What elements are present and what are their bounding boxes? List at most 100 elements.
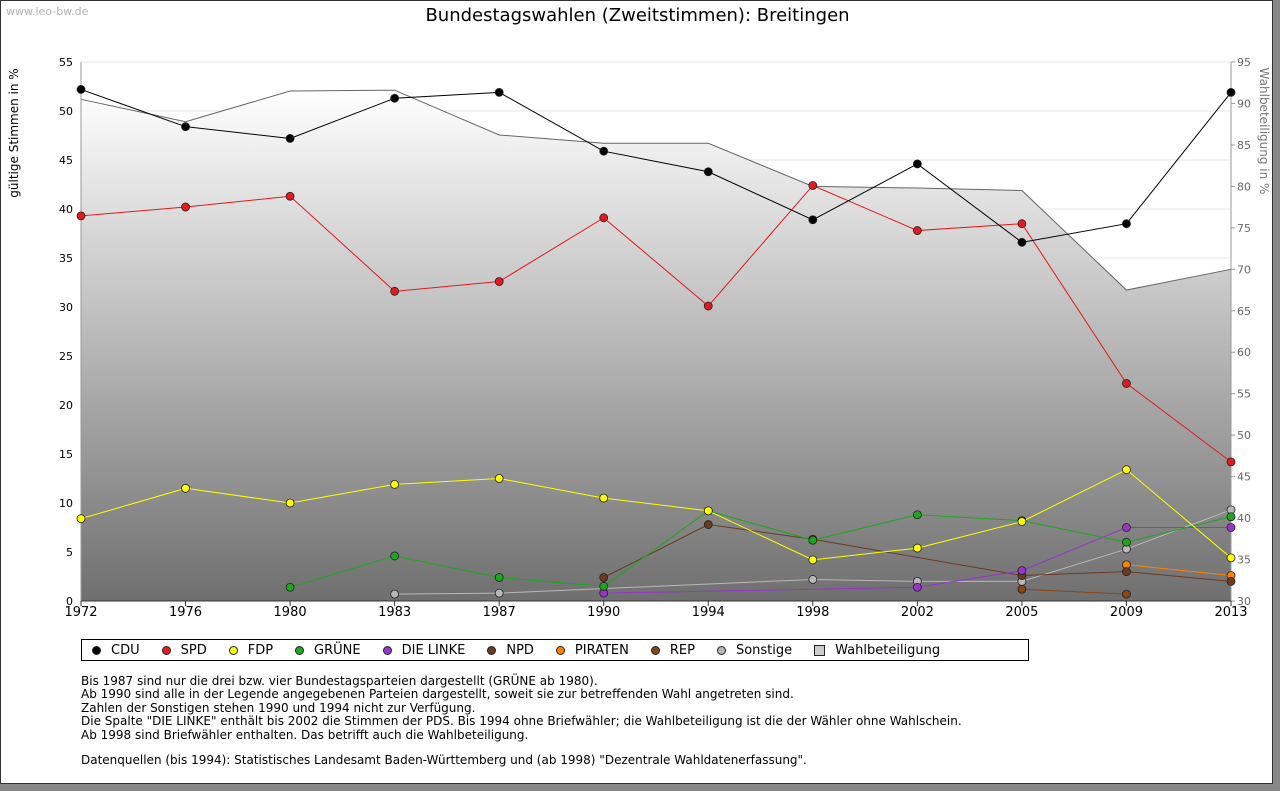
data-point — [703, 506, 713, 516]
x-tick-label: 2013 — [1214, 605, 1247, 620]
y-tick-label: 20 — [59, 399, 73, 412]
data-point — [808, 181, 818, 190]
series-fdp — [76, 465, 1236, 565]
legend-label: SPD — [180, 642, 207, 658]
x-tick-label: 1980 — [274, 605, 307, 620]
data-point — [1122, 523, 1131, 532]
y2-tick-label: 75 — [1237, 222, 1251, 235]
x-tick-label: 1976 — [169, 605, 202, 620]
series-rep — [1017, 584, 1131, 599]
legend-item-sonstige: Sonstige — [716, 642, 793, 658]
legend-label: CDU — [111, 642, 140, 658]
data-point — [1122, 379, 1131, 388]
turnout-area-layer — [80, 89, 1232, 601]
data-point — [1017, 584, 1027, 594]
data-point — [912, 510, 922, 520]
legend-label: REP — [669, 642, 695, 658]
legend-item-npd: NPD — [487, 643, 534, 658]
legend-item-wahlbeteiligung: Wahlbeteiligung — [814, 643, 940, 658]
data-point — [181, 122, 190, 132]
note-line: Ab 1998 sind Briefwähler enthalten. Das … — [81, 727, 529, 742]
x-tick-label: 1972 — [64, 605, 97, 620]
series-spd — [76, 181, 1236, 467]
turnout-area — [81, 90, 1231, 601]
chart-plot: 0 5 10 15 20 25 30 35 40 45 50 55 30 35 40 45 50 55 60 65 70… — [7, 56, 1271, 620]
data-point — [703, 167, 713, 177]
x-tick-label: 1990 — [587, 605, 620, 620]
y-tick-label: 45 — [59, 154, 73, 167]
data-point — [76, 514, 86, 524]
legend-label: GRÜNE — [314, 642, 361, 658]
series-line — [1126, 564, 1232, 577]
data-point — [808, 215, 818, 225]
data-point — [76, 211, 86, 221]
data-point — [390, 551, 400, 561]
legend-label: FDP — [247, 642, 274, 658]
data-point — [1226, 523, 1236, 532]
data-point — [390, 589, 400, 599]
y-tick-label: 5 — [66, 546, 73, 559]
data-point — [1122, 567, 1131, 576]
y2-tick-label: 45 — [1237, 471, 1251, 484]
series-line — [80, 184, 1232, 463]
data-point — [390, 93, 400, 103]
legend: CDU SPD FDP GRÜNE DIE LINKE NPD PIRATEN … — [81, 639, 1029, 661]
data-point — [390, 479, 400, 489]
y-tick-label: 50 — [59, 105, 73, 118]
data-point — [494, 588, 504, 598]
watermark: www.leo-bw.de — [6, 5, 89, 18]
y2-tick-label: 95 — [1237, 56, 1251, 69]
data-point — [808, 535, 818, 545]
legend-marker-icon — [382, 645, 392, 655]
series-line — [80, 469, 1232, 561]
data-point — [599, 573, 609, 582]
legend-marker-icon — [716, 645, 726, 655]
data-point — [390, 286, 400, 296]
axes: 0 5 10 15 20 25 30 35 40 45 50 55 30 35 40 45 50 55 60 65 70… — [59, 56, 1251, 620]
note-line: Zahlen der Sonstigen stehen 1990 und 199… — [81, 700, 476, 715]
data-point — [76, 85, 86, 94]
notes: Bis 1987 sind nur die drei bzw. vier Bun… — [81, 674, 962, 742]
legend-item-spd: SPD — [161, 642, 207, 658]
legend-label: Sonstige — [735, 642, 793, 658]
y-tick-label: 55 — [59, 56, 73, 69]
data-point — [1017, 237, 1027, 247]
legend-item-gruene: GRÜNE — [295, 643, 361, 658]
series-line — [80, 88, 1232, 243]
legend-marker-icon — [161, 645, 171, 655]
y2-tick-label: 90 — [1237, 97, 1251, 110]
legend-item-piraten: PIRATEN — [555, 642, 629, 658]
turnout-line — [80, 89, 1232, 291]
legend-marker-icon — [295, 645, 305, 655]
data-point — [181, 483, 190, 493]
y-tick-label: 40 — [59, 203, 73, 216]
data-point — [599, 581, 609, 591]
y-tick-label: 15 — [59, 448, 73, 461]
x-tick-label: 2009 — [1110, 605, 1143, 620]
legend-marker-icon — [228, 645, 238, 655]
legend-marker-icon — [487, 645, 497, 655]
data-point — [703, 520, 713, 529]
y-axis-label: gültige Stimmen in % — [7, 68, 21, 197]
data-point — [1122, 219, 1131, 229]
legend-item-fdp: FDP — [228, 642, 274, 658]
series-line — [603, 524, 1232, 582]
note-line: Die Spalte "DIE LINKE" enthält bis 2002 … — [81, 714, 962, 729]
data-point — [494, 573, 504, 582]
data-point — [912, 543, 922, 553]
data-point — [1226, 457, 1236, 467]
data-point — [1017, 517, 1027, 527]
legend-label: PIRATEN — [574, 642, 629, 658]
series-die-linke — [599, 523, 1236, 598]
data-point — [1226, 553, 1236, 563]
legend-label: DIE LINKE — [401, 642, 466, 658]
series-cdu — [76, 85, 1236, 247]
y2-tick-label: 40 — [1237, 512, 1251, 525]
y2-tick-label: 55 — [1237, 388, 1251, 401]
legend-marker-icon — [650, 645, 660, 655]
data-point — [1226, 512, 1236, 522]
y2-tick-label: 50 — [1237, 429, 1251, 442]
legend-marker-icon — [555, 645, 565, 655]
y2-tick-label: 85 — [1237, 139, 1251, 152]
